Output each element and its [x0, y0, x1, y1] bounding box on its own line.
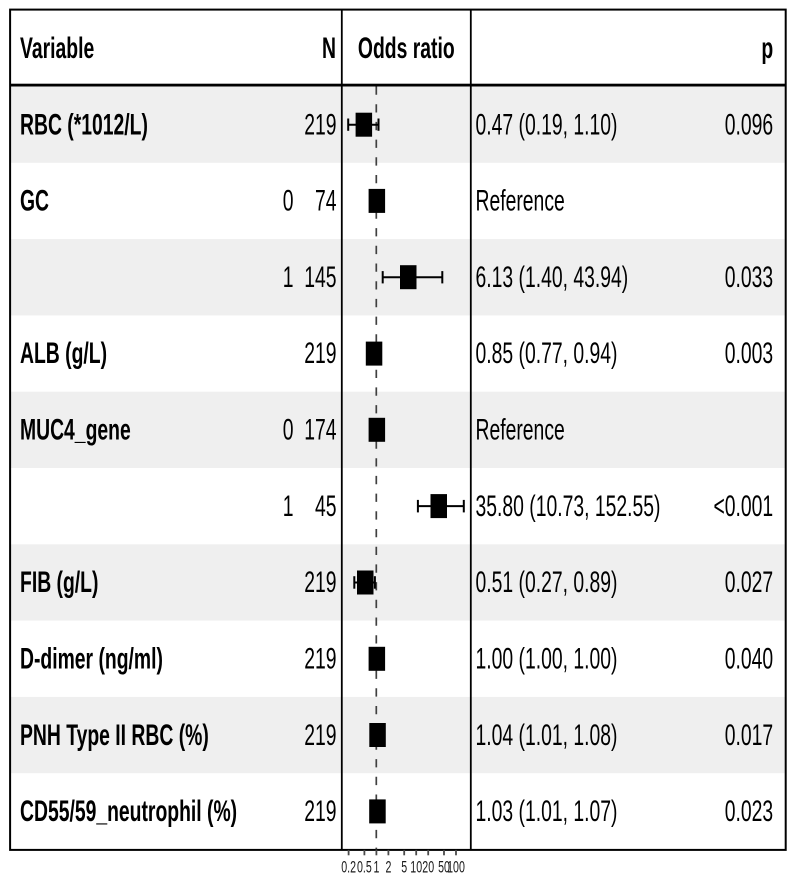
svg-text:1.03 (1.01, 1.07): 1.03 (1.01, 1.07) [476, 795, 618, 828]
svg-text:Reference: Reference [476, 184, 565, 217]
svg-text:1.00 (1.00, 1.00): 1.00 (1.00, 1.00) [476, 642, 618, 675]
svg-text:74: 74 [315, 184, 337, 217]
svg-text:219: 219 [304, 642, 336, 675]
svg-text:1.04 (1.01, 1.08): 1.04 (1.01, 1.08) [476, 719, 618, 752]
svg-text:Reference: Reference [476, 413, 565, 446]
svg-text:0.023: 0.023 [725, 795, 773, 828]
svg-text:0.017: 0.017 [725, 719, 773, 752]
svg-text:0: 0 [283, 413, 294, 446]
svg-text:0.033: 0.033 [725, 261, 773, 294]
svg-text:0.51 (0.27, 0.89): 0.51 (0.27, 0.89) [476, 566, 618, 599]
svg-text:20: 20 [422, 857, 434, 876]
svg-text:219: 219 [304, 337, 336, 370]
svg-text:0.027: 0.027 [725, 566, 773, 599]
svg-text:RBC (*1012/L): RBC (*1012/L) [20, 108, 148, 141]
svg-text:35.80 (10.73, 152.55): 35.80 (10.73, 152.55) [476, 490, 661, 523]
svg-text:219: 219 [304, 719, 336, 752]
svg-text:0: 0 [283, 184, 294, 217]
svg-text:174: 174 [304, 413, 336, 446]
svg-text:2: 2 [385, 857, 391, 876]
svg-text:Variable: Variable [20, 32, 94, 65]
svg-text:0.096: 0.096 [725, 108, 773, 141]
svg-text:219: 219 [304, 108, 336, 141]
svg-text:1: 1 [373, 857, 379, 876]
svg-text:0.5: 0.5 [357, 857, 372, 876]
svg-text:D-dimer (ng/ml): D-dimer (ng/ml) [20, 642, 163, 675]
svg-text:ALB (g/L): ALB (g/L) [20, 337, 107, 370]
svg-text:<0.001: <0.001 [713, 490, 773, 523]
svg-text:Odds ratio: Odds ratio [358, 32, 455, 65]
svg-text:PNH Type II RBC (%): PNH Type II RBC (%) [20, 719, 209, 752]
svg-text:6.13 (1.40, 43.94): 6.13 (1.40, 43.94) [476, 261, 629, 294]
svg-text:N: N [322, 32, 336, 65]
svg-text:p: p [761, 32, 773, 65]
svg-text:0.040: 0.040 [725, 642, 773, 675]
svg-text:0.003: 0.003 [725, 337, 773, 370]
svg-text:GC: GC [20, 184, 49, 217]
svg-text:1: 1 [283, 490, 294, 523]
svg-text:219: 219 [304, 795, 336, 828]
svg-text:0.85 (0.77, 0.94): 0.85 (0.77, 0.94) [476, 337, 618, 370]
svg-text:CD55/59_neutrophil (%): CD55/59_neutrophil (%) [20, 795, 237, 828]
svg-text:0.47 (0.19, 1.10): 0.47 (0.19, 1.10) [476, 108, 618, 141]
svg-text:10: 10 [410, 857, 422, 876]
svg-text:0.2: 0.2 [341, 857, 356, 876]
svg-text:145: 145 [304, 261, 336, 294]
svg-text:1: 1 [283, 261, 294, 294]
svg-text:MUC4_gene: MUC4_gene [20, 413, 131, 446]
svg-text:45: 45 [315, 490, 337, 523]
svg-text:FIB (g/L): FIB (g/L) [20, 566, 98, 599]
svg-text:100: 100 [447, 857, 465, 876]
svg-text:50: 50 [438, 857, 450, 876]
svg-text:219: 219 [304, 566, 336, 599]
svg-text:5: 5 [401, 857, 407, 876]
